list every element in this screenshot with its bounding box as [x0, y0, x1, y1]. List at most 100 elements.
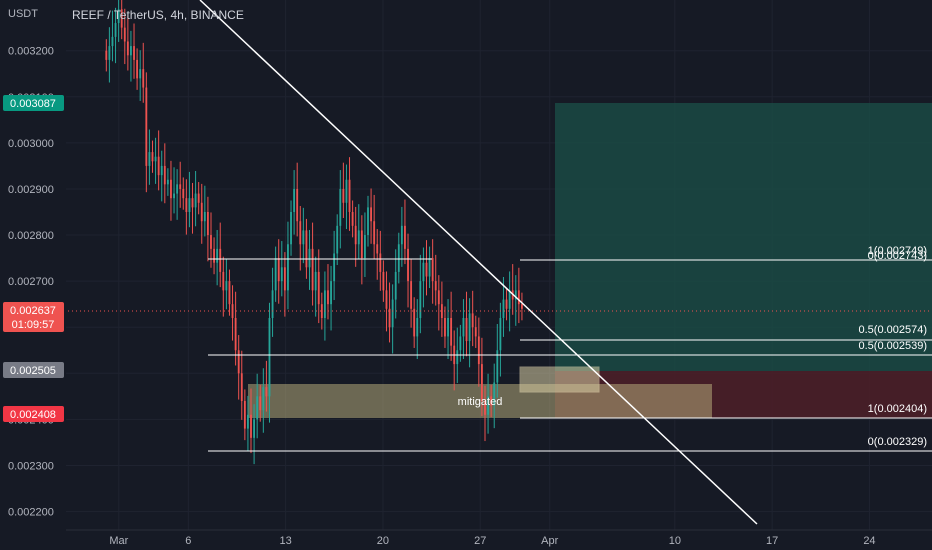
candle-body — [508, 290, 511, 309]
candle-body — [333, 253, 336, 282]
candle-body — [376, 244, 379, 254]
candle-body — [182, 188, 185, 199]
candle-body — [247, 414, 249, 429]
candle-body — [499, 318, 502, 351]
candle-body — [419, 281, 422, 318]
candle-body — [370, 207, 373, 222]
candle-body — [487, 396, 489, 415]
candle-body — [400, 225, 403, 245]
candle-body — [287, 244, 289, 291]
price-tick-label: 0.002900 — [8, 184, 54, 196]
candle-body — [274, 258, 277, 291]
candle-body — [290, 212, 292, 245]
fib-label-0-lower: 0(0.002329) — [868, 436, 927, 448]
candle-body — [126, 41, 129, 56]
candle-body — [293, 188, 296, 212]
candle-body — [108, 46, 111, 60]
time-tick-label: 20 — [377, 535, 389, 547]
candle-body — [444, 318, 446, 337]
price-tick-label: 0.002700 — [8, 276, 54, 288]
time-tick-label: 10 — [669, 535, 681, 547]
candle-body — [413, 308, 416, 337]
candle-body — [123, 27, 126, 42]
candle-body — [117, 9, 120, 24]
price-tick-label: 0.003000 — [8, 138, 54, 150]
descending-trendline[interactable] — [199, 0, 758, 525]
candle-body — [388, 308, 391, 328]
candle-body — [311, 248, 314, 291]
candle-body — [373, 221, 376, 245]
candle-body — [345, 179, 348, 203]
candle-body — [330, 281, 332, 305]
candle-body — [351, 212, 354, 226]
candle-body — [394, 271, 397, 300]
time-tick-label: 13 — [280, 535, 292, 547]
candle-body — [154, 156, 157, 162]
candle-body — [480, 364, 483, 401]
candle-body — [521, 304, 523, 309]
candle-body — [259, 396, 262, 411]
candle-body — [496, 350, 499, 383]
candle-body — [203, 212, 206, 222]
candle-body — [271, 290, 274, 318]
candle-body — [379, 253, 382, 272]
candle-body — [484, 400, 486, 415]
price-tick-label: 0.002300 — [8, 460, 54, 472]
candle-body — [428, 258, 431, 277]
target-zone — [555, 103, 932, 371]
candle-body — [367, 207, 369, 236]
candle-body — [265, 387, 268, 397]
candle-body — [342, 188, 345, 203]
price-axis[interactable] — [0, 0, 66, 530]
candle-body — [382, 271, 385, 291]
svg-text:0.003087: 0.003087 — [10, 98, 56, 110]
candle-body — [206, 212, 209, 236]
svg-text:0.002505: 0.002505 — [10, 365, 56, 377]
price-tick-label: 0.003200 — [8, 46, 54, 58]
candle-body — [493, 382, 496, 406]
fib-levels — [208, 258, 932, 452]
candle-body — [145, 87, 148, 166]
candle-body — [308, 248, 311, 268]
candle-body — [176, 184, 179, 194]
symbol-title[interactable]: REEF / TetherUS, 4h, BINANCE — [72, 8, 244, 22]
candle-body — [397, 244, 400, 272]
candle-body — [234, 318, 237, 351]
time-tick-label: 27 — [474, 535, 486, 547]
entry-box — [519, 366, 600, 393]
candle-body — [385, 290, 388, 309]
candle-body — [243, 400, 246, 429]
candle-body — [477, 336, 480, 365]
candle-body — [139, 69, 142, 79]
candle-body — [262, 387, 265, 411]
candle-body — [302, 230, 305, 245]
candle-body — [185, 198, 188, 212]
candle-body — [166, 179, 169, 185]
candle-body — [354, 225, 357, 245]
candle-body — [360, 230, 363, 259]
candle-body — [210, 235, 212, 249]
price-tag-target: 0.003087 — [3, 95, 64, 111]
candle-body — [240, 373, 243, 401]
candle-body — [173, 193, 175, 199]
candle-body — [114, 23, 117, 37]
candle-body — [191, 198, 194, 208]
candle-body — [299, 221, 302, 245]
candle-body — [447, 318, 449, 337]
candle-body — [320, 304, 323, 318]
fib-label-1-upper: 1(0.002749) — [868, 245, 927, 257]
candle-body — [440, 304, 443, 318]
candle-body — [256, 396, 259, 420]
candle-body — [216, 248, 219, 263]
candle-body — [133, 46, 135, 60]
time-tick-label: 24 — [863, 535, 875, 547]
candle-body — [502, 299, 505, 318]
candle-body — [327, 290, 329, 305]
candle-body — [314, 271, 317, 291]
candle-body — [462, 318, 465, 337]
fib-label-0-upper: 0(0.002743) — [868, 250, 927, 262]
candle-body — [431, 258, 434, 282]
time-axis[interactable] — [66, 530, 932, 550]
candle-body — [339, 188, 342, 226]
